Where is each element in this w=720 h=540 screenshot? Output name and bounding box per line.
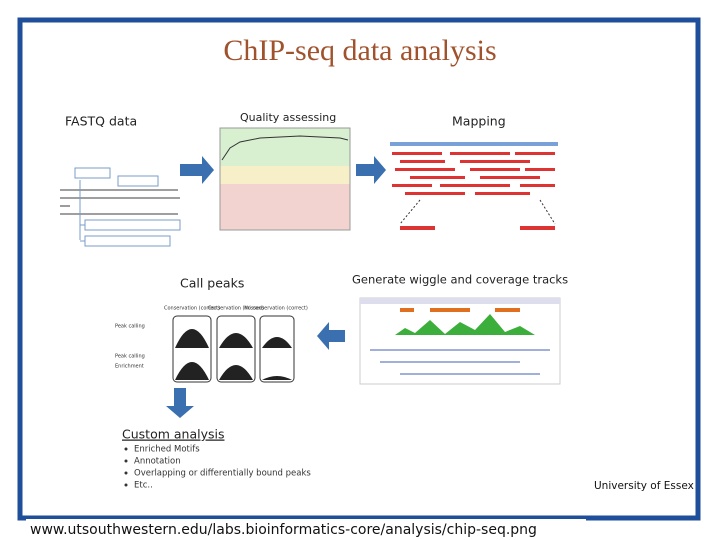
fastq-image: [60, 167, 181, 247]
bullet-list: Enriched Motifs Annotation Overlapping or …: [124, 445, 311, 491]
column-header: Conservation (missed): [208, 306, 264, 312]
call-peaks-panel: Conservation (correct) Conservation (mis…: [115, 306, 308, 383]
step-label: Quality assessing: [240, 111, 336, 124]
source-background: [26, 519, 586, 539]
quality-chart: [219, 127, 351, 231]
column-header: Conservation (correct): [164, 306, 220, 312]
row-header: Enrichment: [115, 364, 144, 370]
bullet-dot: [124, 459, 128, 463]
step-label: Generate wiggle and coverage tracks: [352, 273, 568, 287]
column-header: No conservation (correct): [244, 306, 308, 312]
step-label: Mapping: [452, 114, 506, 129]
arrow: [180, 156, 214, 184]
bullet-text: Enriched Motifs: [134, 445, 200, 455]
bullet-text: Overlapping or differentially bound peak…: [134, 469, 311, 479]
institution: University of Essex: [594, 480, 694, 492]
wiggle-image: [359, 297, 561, 385]
bullet-dot: [124, 447, 128, 451]
arrow: [166, 388, 194, 418]
bullet-text: Annotation: [134, 457, 181, 467]
title: ChIP-seq data analysis: [223, 34, 496, 67]
bullet-text: Etc..: [134, 481, 153, 491]
mapping-image: [390, 142, 558, 230]
row-header: Peak calling: [115, 354, 145, 360]
source-url: www.utsouthwestern.edu/labs.bioinformati…: [30, 522, 537, 538]
arrow: [356, 156, 386, 184]
step-label: Call peaks: [180, 276, 244, 291]
custom-heading: Custom analysis: [122, 427, 224, 442]
bullet-dot: [124, 483, 128, 487]
arrow: [317, 322, 345, 350]
row-header: Peak calling: [115, 324, 145, 330]
step-label: FASTQ data: [65, 114, 137, 129]
bullet-dot: [124, 471, 128, 475]
slide-frame: [17, 17, 701, 521]
